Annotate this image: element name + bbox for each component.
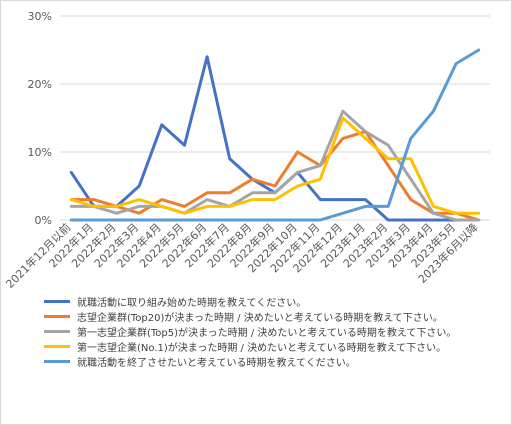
legend-swatch bbox=[44, 360, 70, 363]
legend-swatch bbox=[44, 300, 70, 303]
series-line-5 bbox=[69, 48, 481, 222]
legend: 就職活動に取り組み始めた時期を教えてください。志望企業群(Top20)が決まった… bbox=[44, 294, 504, 369]
series-line-1 bbox=[69, 55, 481, 222]
legend-item: 就職活動に取り組み始めた時期を教えてください。 bbox=[44, 294, 504, 309]
legend-swatch bbox=[44, 345, 70, 348]
legend-item: 第一志望企業群(Top5)が決まった時期 / 決めたいと考えている時期を教えて下… bbox=[44, 324, 504, 339]
series-line-2 bbox=[69, 130, 481, 222]
y-tick-label: 10% bbox=[28, 146, 52, 159]
series-line-3 bbox=[69, 109, 481, 222]
legend-label: 志望企業群(Top20)が決まった時期 / 決めたいと考えている時期を教えて下さ… bbox=[77, 313, 443, 324]
y-tick-label: 0% bbox=[35, 214, 52, 227]
legend-item: 第一志望企業(No.1)が決まった時期 / 決めたいと考えている時期を教えて下さ… bbox=[44, 339, 504, 354]
legend-label: 第一志望企業(No.1)が決まった時期 / 決めたいと考えている時期を教えて下さ… bbox=[77, 343, 447, 354]
series-lines bbox=[69, 48, 481, 222]
legend-label: 就職活動を終了させたいと考えている時期を教えてください。 bbox=[77, 358, 356, 369]
legend-label: 就職活動に取り組み始めた時期を教えてください。 bbox=[77, 298, 307, 309]
y-axis-ticks: 0% 10% 20% 30% bbox=[28, 10, 52, 227]
legend-label: 第一志望企業群(Top5)が決まった時期 / 決めたいと考えている時期を教えて下… bbox=[77, 328, 457, 339]
legend-swatch bbox=[44, 330, 70, 333]
series-line-4 bbox=[69, 116, 481, 215]
y-tick-label: 20% bbox=[28, 78, 52, 91]
legend-item: 志望企業群(Top20)が決まった時期 / 決めたいと考えている時期を教えて下さ… bbox=[44, 309, 504, 324]
legend-item: 就職活動を終了させたいと考えている時期を教えてください。 bbox=[44, 354, 504, 369]
y-tick-label: 30% bbox=[28, 10, 52, 23]
x-axis-ticks: 2021年12月以前2022年1月2022年2月2022年3月2022年4月20… bbox=[3, 220, 481, 291]
legend-swatch bbox=[44, 315, 70, 318]
